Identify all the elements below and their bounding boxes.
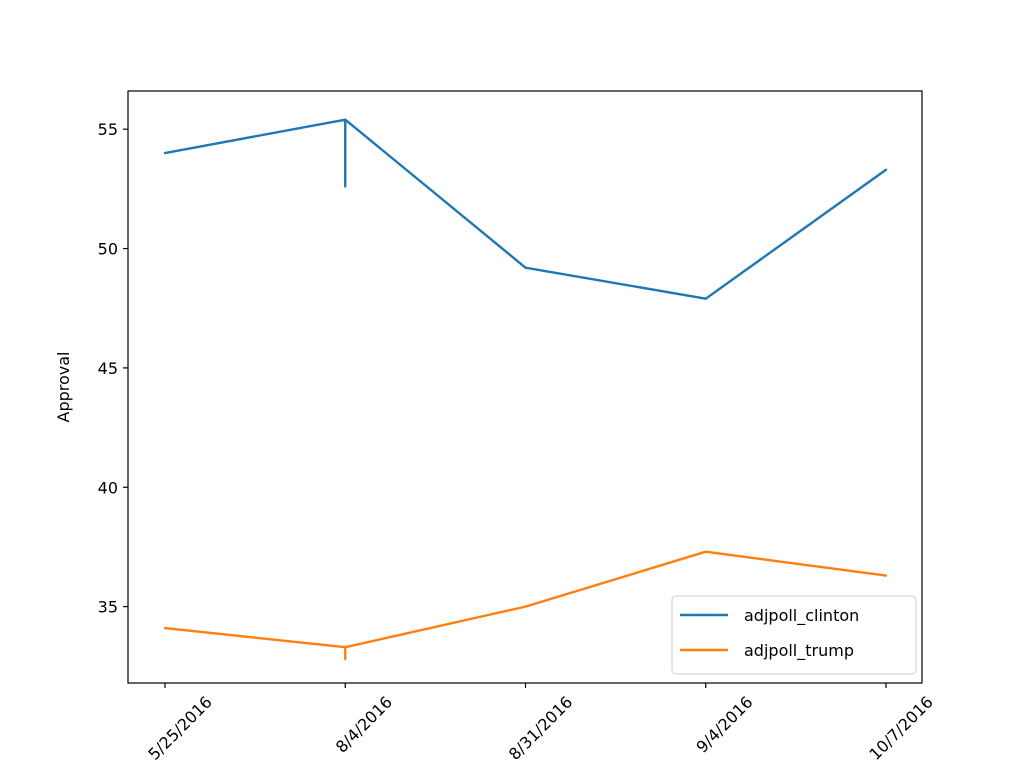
legend: adjpoll_clinton adjpoll_trump bbox=[671, 595, 917, 675]
legend-label-clinton: adjpoll_clinton bbox=[744, 606, 859, 626]
legend-label-trump: adjpoll_trump bbox=[744, 641, 854, 661]
series-layer bbox=[163, 118, 888, 661]
y-tick-label: 40 bbox=[98, 478, 118, 497]
y-axis-label: Approval bbox=[54, 352, 73, 423]
y-tick-label: 50 bbox=[98, 240, 118, 259]
legend-box bbox=[671, 595, 917, 675]
y-tick-label: 55 bbox=[98, 120, 118, 139]
y-axis: 35 40 45 50 55 bbox=[98, 120, 128, 617]
series-line-adjpoll_clinton bbox=[163, 118, 888, 300]
plot-area bbox=[128, 91, 922, 683]
y-tick-label: 35 bbox=[98, 598, 118, 617]
series-line-adjpoll_trump bbox=[163, 550, 888, 661]
y-tick-label: 45 bbox=[98, 359, 118, 378]
